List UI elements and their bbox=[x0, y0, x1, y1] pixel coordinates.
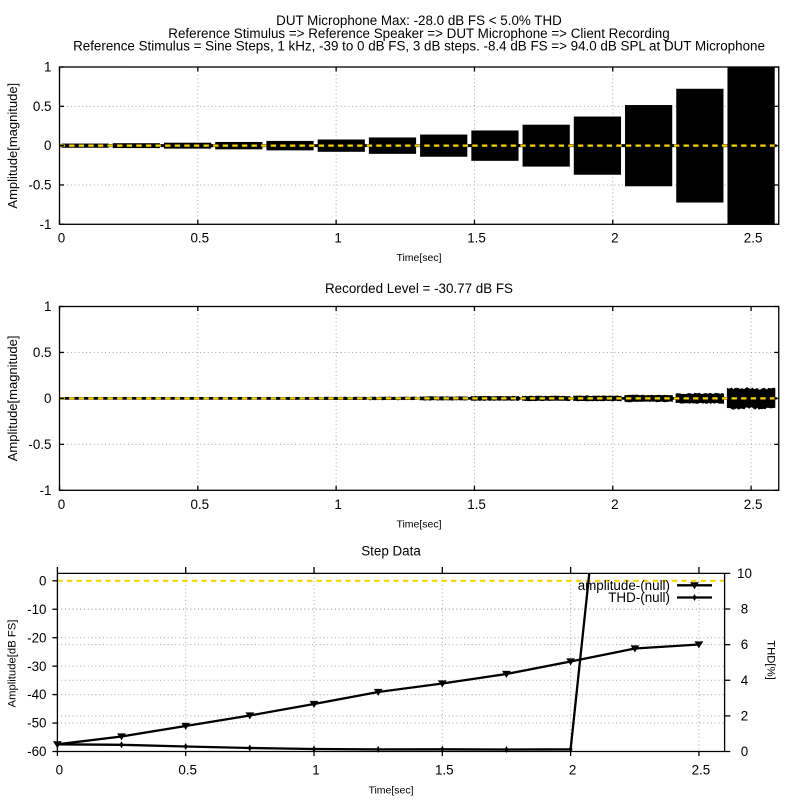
svg-text:Step Data: Step Data bbox=[361, 544, 421, 559]
svg-text:10: 10 bbox=[737, 566, 752, 581]
svg-text:Amplitude[magnitude]: Amplitude[magnitude] bbox=[5, 83, 20, 209]
svg-text:amplitude-(null): amplitude-(null) bbox=[578, 578, 670, 593]
svg-text:Reference Stimulus = Sine Step: Reference Stimulus = Sine Steps, 1 kHz, … bbox=[73, 39, 765, 54]
svg-text:0: 0 bbox=[44, 138, 51, 153]
svg-text:Time[sec]: Time[sec] bbox=[396, 519, 441, 531]
svg-text:2: 2 bbox=[569, 763, 576, 778]
svg-text:Amplitude[magnitude]: Amplitude[magnitude] bbox=[5, 336, 20, 462]
svg-text:Time[sec]: Time[sec] bbox=[368, 785, 413, 797]
svg-text:-10: -10 bbox=[27, 602, 46, 617]
svg-text:-1: -1 bbox=[40, 217, 52, 232]
svg-text:THD-(null): THD-(null) bbox=[608, 590, 670, 605]
svg-text:-20: -20 bbox=[27, 630, 46, 645]
svg-text:0: 0 bbox=[58, 497, 65, 512]
svg-text:0.5: 0.5 bbox=[33, 99, 52, 114]
svg-text:-40: -40 bbox=[27, 687, 46, 702]
svg-text:0: 0 bbox=[44, 391, 51, 406]
svg-text:Time[sec]: Time[sec] bbox=[396, 252, 441, 264]
svg-text:-30: -30 bbox=[27, 659, 46, 674]
svg-text:1.5: 1.5 bbox=[435, 763, 454, 778]
svg-text:2.5: 2.5 bbox=[744, 497, 763, 512]
svg-text:-50: -50 bbox=[27, 716, 46, 731]
svg-text:-0.5: -0.5 bbox=[28, 437, 51, 452]
svg-text:0.5: 0.5 bbox=[178, 763, 197, 778]
svg-text:Reference Stimulus => Referenc: Reference Stimulus => Reference Speaker … bbox=[168, 26, 669, 41]
svg-text:8: 8 bbox=[741, 602, 748, 617]
svg-text:Recorded Level = -30.77 dB FS: Recorded Level = -30.77 dB FS bbox=[325, 281, 513, 296]
svg-text:2: 2 bbox=[611, 230, 618, 245]
svg-text:2.5: 2.5 bbox=[692, 763, 711, 778]
svg-text:4: 4 bbox=[741, 673, 749, 688]
svg-text:-1: -1 bbox=[40, 483, 52, 498]
svg-text:6: 6 bbox=[741, 637, 748, 652]
svg-text:1.5: 1.5 bbox=[467, 497, 486, 512]
svg-text:Amplitude[dB FS]: Amplitude[dB FS] bbox=[7, 620, 19, 708]
svg-text:-60: -60 bbox=[27, 744, 46, 759]
svg-text:0.5: 0.5 bbox=[33, 345, 52, 360]
svg-text:1: 1 bbox=[312, 763, 319, 778]
svg-text:THD[%]: THD[%] bbox=[765, 640, 777, 680]
svg-text:2: 2 bbox=[611, 497, 618, 512]
svg-text:1: 1 bbox=[334, 230, 341, 245]
svg-text:2: 2 bbox=[741, 709, 748, 724]
svg-text:1: 1 bbox=[44, 60, 51, 75]
svg-text:0: 0 bbox=[56, 763, 63, 778]
svg-text:1: 1 bbox=[44, 299, 51, 314]
svg-text:0: 0 bbox=[58, 230, 65, 245]
svg-text:1.5: 1.5 bbox=[467, 230, 486, 245]
svg-text:0.5: 0.5 bbox=[190, 497, 209, 512]
svg-text:0: 0 bbox=[39, 573, 46, 588]
svg-text:0.5: 0.5 bbox=[190, 230, 209, 245]
svg-text:-0.5: -0.5 bbox=[28, 178, 51, 193]
svg-text:DUT Microphone Max: -28.0 dB F: DUT Microphone Max: -28.0 dB FS < 5.0% T… bbox=[276, 13, 562, 28]
svg-text:0: 0 bbox=[741, 744, 748, 759]
svg-text:2.5: 2.5 bbox=[744, 230, 763, 245]
svg-text:1: 1 bbox=[334, 497, 341, 512]
